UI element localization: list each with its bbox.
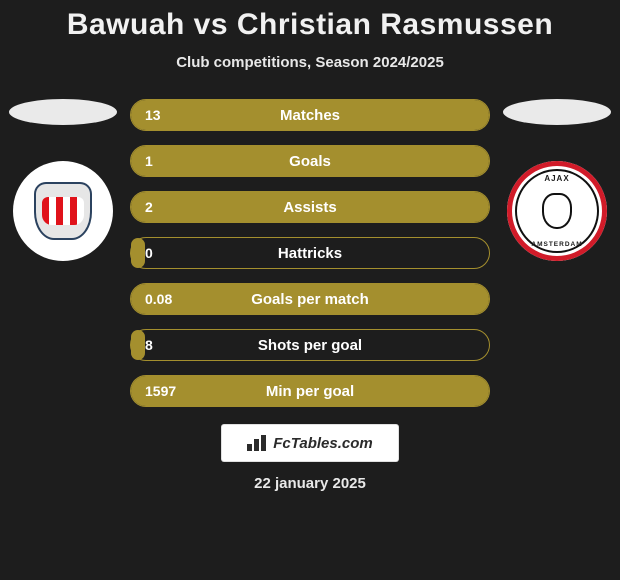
main-row: 13 Matches 1 Goals 2 Assists 0 Hattricks 0.08 Goa… bbox=[0, 99, 620, 407]
stat-label: Goals bbox=[289, 153, 331, 170]
stat-row: 8 Shots per goal bbox=[130, 329, 490, 361]
stat-label: Shots per goal bbox=[258, 337, 362, 354]
psv-badge bbox=[13, 161, 113, 261]
stat-fill bbox=[131, 330, 145, 360]
stat-row: 2 Assists bbox=[130, 191, 490, 223]
left-club-badge bbox=[13, 161, 113, 261]
stat-label: Assists bbox=[283, 199, 336, 216]
stat-row: 13 Matches bbox=[130, 99, 490, 131]
stat-value: 8 bbox=[145, 337, 185, 353]
stat-label: Matches bbox=[280, 107, 340, 124]
psv-shield-icon bbox=[34, 182, 92, 240]
stat-value: 0 bbox=[145, 245, 185, 261]
bar-chart-icon bbox=[247, 435, 267, 451]
page-title: Bawuah vs Christian Rasmussen bbox=[0, 8, 620, 42]
stat-bars: 13 Matches 1 Goals 2 Assists 0 Hattricks 0.08 Goa… bbox=[130, 99, 490, 407]
stat-value: 1597 bbox=[145, 383, 185, 399]
stat-value: 0.08 bbox=[145, 291, 185, 307]
ajax-face-icon bbox=[542, 193, 572, 229]
fctables-watermark: FcTables.com bbox=[222, 425, 398, 461]
stat-label: Hattricks bbox=[278, 245, 342, 262]
ajax-badge: AJAX AMSTERDAM bbox=[507, 161, 607, 261]
stat-value: 13 bbox=[145, 107, 185, 123]
date-text: 22 january 2025 bbox=[0, 475, 620, 492]
stat-label: Goals per match bbox=[251, 291, 369, 308]
ajax-bottom-text: AMSTERDAM bbox=[531, 241, 582, 248]
right-player-col: AJAX AMSTERDAM bbox=[502, 99, 612, 261]
subtitle: Club competitions, Season 2024/2025 bbox=[0, 54, 620, 71]
stat-value: 2 bbox=[145, 199, 185, 215]
stat-row: 0 Hattricks bbox=[130, 237, 490, 269]
right-club-badge: AJAX AMSTERDAM bbox=[507, 161, 607, 261]
stat-row: 1597 Min per goal bbox=[130, 375, 490, 407]
stat-row: 0.08 Goals per match bbox=[130, 283, 490, 315]
stats-card: Bawuah vs Christian Rasmussen Club compe… bbox=[0, 0, 620, 492]
left-player-col bbox=[8, 99, 118, 261]
ajax-top-text: AJAX bbox=[544, 174, 569, 183]
psv-stripes-icon bbox=[42, 197, 84, 225]
watermark-text: FcTables.com bbox=[273, 435, 372, 452]
left-player-oval bbox=[9, 99, 117, 125]
right-player-oval bbox=[503, 99, 611, 125]
stat-row: 1 Goals bbox=[130, 145, 490, 177]
stat-label: Min per goal bbox=[266, 383, 354, 400]
stat-value: 1 bbox=[145, 153, 185, 169]
stat-fill bbox=[131, 238, 145, 268]
